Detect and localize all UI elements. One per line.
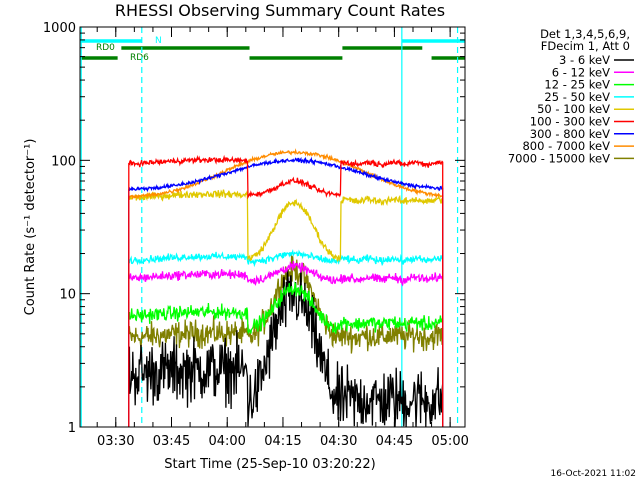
series-line bbox=[128, 281, 444, 427]
x-axis: 03:30 03:45 04:00 04:15 04:30 04:45 05:00 bbox=[96, 27, 469, 449]
y-axis: 1 10 100 1000 bbox=[43, 21, 465, 436]
y-tick-label: 1000 bbox=[43, 21, 76, 36]
x-axis-label: Start Time (25-Sep-10 03:20:22) bbox=[164, 457, 375, 472]
legend-header: Det 1,3,4,5,6,9, bbox=[540, 27, 630, 41]
chart-title: RHESSI Observing Summary Count Rates bbox=[115, 1, 445, 20]
y-tick-label: 100 bbox=[51, 154, 76, 169]
legend: Det 1,3,4,5,6,9,FDecim 1, Att 03 - 6 keV… bbox=[508, 27, 634, 165]
series-line bbox=[128, 148, 444, 427]
timestamp: 16-Oct-2021 11:02 bbox=[551, 469, 636, 479]
plot-frame bbox=[79, 26, 466, 428]
flag-label: N bbox=[155, 36, 162, 46]
x-tick-label: 05:00 bbox=[431, 434, 468, 449]
series-line bbox=[128, 249, 444, 427]
legend-header: FDecim 1, Att 0 bbox=[541, 39, 630, 53]
x-tick-label: 04:30 bbox=[320, 434, 357, 449]
flag-label: RD6 bbox=[130, 53, 149, 63]
y-tick-label: 10 bbox=[59, 288, 76, 303]
series-layer bbox=[128, 148, 444, 428]
legend-entry: 6 - 12 keV bbox=[552, 65, 610, 79]
legend-entry: 50 - 100 keV bbox=[537, 102, 610, 116]
series-line bbox=[128, 154, 444, 427]
flag-label: RD0 bbox=[96, 43, 115, 53]
y-tick-label: 1 bbox=[68, 421, 76, 436]
y-axis-label: Count Rate (s⁻¹ detector⁻¹) bbox=[23, 139, 38, 316]
series-line bbox=[128, 189, 444, 427]
x-tick-label: 04:45 bbox=[376, 434, 413, 449]
series-line bbox=[128, 261, 444, 427]
legend-entry: 7000 - 15000 keV bbox=[508, 151, 610, 165]
series-line bbox=[128, 267, 444, 428]
legend-entry: 3 - 6 keV bbox=[559, 53, 610, 67]
x-tick-label: 03:45 bbox=[153, 434, 190, 449]
series-line bbox=[128, 255, 444, 427]
legend-entry: 800 - 7000 keV bbox=[522, 139, 610, 153]
legend-entry: 25 - 50 keV bbox=[544, 90, 610, 104]
observing-flags: N RD0 RD6 bbox=[80, 36, 465, 63]
legend-entry: 12 - 25 keV bbox=[544, 78, 610, 92]
x-tick-label: 04:15 bbox=[264, 434, 301, 449]
legend-entry: 300 - 800 keV bbox=[530, 127, 610, 141]
x-tick-label: 03:30 bbox=[97, 434, 134, 449]
legend-entry: 100 - 300 keV bbox=[530, 115, 610, 129]
series-line bbox=[128, 156, 444, 427]
x-tick-label: 04:00 bbox=[208, 434, 245, 449]
